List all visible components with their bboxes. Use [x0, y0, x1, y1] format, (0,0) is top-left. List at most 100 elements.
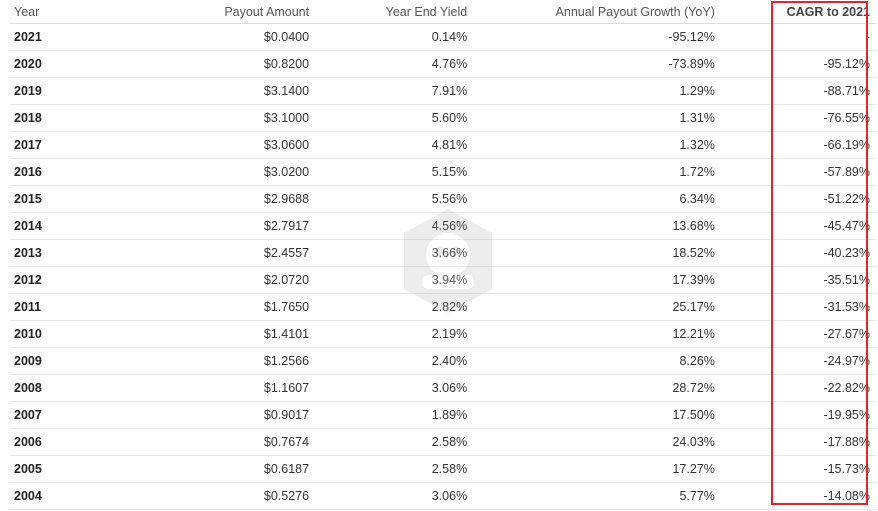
annual-payout-growth-cell: 8.26%	[473, 347, 721, 375]
table-row: 2004 $0.5276 3.06% 5.77% -14.08%	[10, 482, 876, 510]
table-row: 2019 $3.1400 7.91% 1.29% -88.71%	[10, 77, 876, 105]
annual-payout-growth-cell: 6.34%	[473, 185, 721, 213]
table-row: 2012 $2.0720 3.94% 17.39% -35.51%	[10, 266, 876, 294]
payout-amount-cell: $2.9688	[110, 185, 316, 213]
table-row: 2009 $1.2566 2.40% 8.26% -24.97%	[10, 347, 876, 375]
header-payout-amount[interactable]: Payout Amount	[110, 0, 316, 24]
year-end-yield-cell: 3.66%	[315, 239, 474, 267]
annual-payout-growth-cell: 28.72%	[473, 374, 721, 402]
cagr-cell: -17.88%	[720, 428, 876, 456]
table-row: 2017 $3.0600 4.81% 1.32% -66.19%	[10, 131, 876, 159]
year-end-yield-cell: 3.94%	[315, 266, 474, 294]
annual-payout-growth-cell: 1.32%	[473, 131, 721, 159]
payout-amount-cell: $3.0200	[110, 158, 316, 186]
payout-amount-cell: $0.5276	[110, 482, 316, 510]
payout-amount-cell: $2.7917	[110, 212, 316, 240]
year-end-yield-cell: 7.91%	[315, 77, 474, 105]
year-cell: 2008	[10, 374, 111, 402]
payout-amount-cell: $2.4557	[110, 239, 316, 267]
table-row: 2010 $1.4101 2.19% 12.21% -27.67%	[10, 320, 876, 348]
header-year-end-yield[interactable]: Year End Yield	[315, 0, 474, 24]
cagr-cell: -57.89%	[720, 158, 876, 186]
payout-amount-cell: $0.9017	[110, 401, 316, 429]
table-row: 2005 $0.6187 2.58% 17.27% -15.73%	[10, 455, 876, 483]
table-row: 2011 $1.7650 2.82% 25.17% -31.53%	[10, 293, 876, 321]
header-cagr[interactable]: CAGR to 2021	[720, 0, 876, 24]
year-end-yield-cell: 3.06%	[315, 482, 474, 510]
year-end-yield-cell: 5.60%	[315, 104, 474, 132]
year-cell: 2015	[10, 185, 111, 213]
cagr-cell: -88.71%	[720, 77, 876, 105]
year-end-yield-cell: 4.56%	[315, 212, 474, 240]
year-end-yield-cell: 2.40%	[315, 347, 474, 375]
year-end-yield-cell: 5.56%	[315, 185, 474, 213]
payout-amount-cell: $1.7650	[110, 293, 316, 321]
annual-payout-growth-cell: 1.29%	[473, 77, 721, 105]
payout-amount-cell: $1.1607	[110, 374, 316, 402]
year-cell: 2019	[10, 77, 111, 105]
table-row: 2007 $0.9017 1.89% 17.50% -19.95%	[10, 401, 876, 429]
year-cell: 2020	[10, 50, 111, 78]
header-year[interactable]: Year	[10, 0, 111, 24]
annual-payout-growth-cell: 17.39%	[473, 266, 721, 294]
table-header-row: Year Payout Amount Year End Yield Annual…	[10, 0, 876, 24]
year-cell: 2009	[10, 347, 111, 375]
year-cell: 2007	[10, 401, 111, 429]
payout-amount-cell: $2.0720	[110, 266, 316, 294]
year-cell: 2005	[10, 455, 111, 483]
cagr-cell: -95.12%	[720, 50, 876, 78]
dividend-history-table: Year Payout Amount Year End Yield Annual…	[10, 0, 876, 510]
table-body: 2021 $0.0400 0.14% -95.12% -2020 $0.8200 4.76%…	[10, 23, 876, 510]
year-cell: 2013	[10, 239, 111, 267]
annual-payout-growth-cell: 13.68%	[473, 212, 721, 240]
payout-amount-cell: $0.0400	[110, 23, 316, 51]
payout-amount-cell: $3.1400	[110, 77, 316, 105]
year-cell: 2016	[10, 158, 111, 186]
cagr-cell: -35.51%	[720, 266, 876, 294]
cagr-cell: -76.55%	[720, 104, 876, 132]
annual-payout-growth-cell: 1.31%	[473, 104, 721, 132]
year-cell: 2021	[10, 23, 111, 51]
year-cell: 2010	[10, 320, 111, 348]
year-cell: 2014	[10, 212, 111, 240]
year-cell: 2011	[10, 293, 111, 321]
table-row: 2014 $2.7917 4.56% 13.68% -45.47%	[10, 212, 876, 240]
cagr-cell: -51.22%	[720, 185, 876, 213]
annual-payout-growth-cell: 24.03%	[473, 428, 721, 456]
year-end-yield-cell: 0.14%	[315, 23, 474, 51]
cagr-cell: -40.23%	[720, 239, 876, 267]
year-cell: 2017	[10, 131, 111, 159]
year-end-yield-cell: 4.81%	[315, 131, 474, 159]
annual-payout-growth-cell: 1.72%	[473, 158, 721, 186]
payout-amount-cell: $0.8200	[110, 50, 316, 78]
year-end-yield-cell: 2.58%	[315, 455, 474, 483]
year-cell: 2018	[10, 104, 111, 132]
year-end-yield-cell: 2.19%	[315, 320, 474, 348]
year-end-yield-cell: 3.06%	[315, 374, 474, 402]
year-end-yield-cell: 2.82%	[315, 293, 474, 321]
cagr-cell: -31.53%	[720, 293, 876, 321]
table-row: 2021 $0.0400 0.14% -95.12% -	[10, 23, 876, 51]
table-row: 2006 $0.7674 2.58% 24.03% -17.88%	[10, 428, 876, 456]
cagr-cell: -15.73%	[720, 455, 876, 483]
table-row: 2008 $1.1607 3.06% 28.72% -22.82%	[10, 374, 876, 402]
table-row: 2018 $3.1000 5.60% 1.31% -76.55%	[10, 104, 876, 132]
annual-payout-growth-cell: -95.12%	[473, 23, 721, 51]
year-cell: 2012	[10, 266, 111, 294]
year-cell: 2004	[10, 482, 111, 510]
table-row: 2015 $2.9688 5.56% 6.34% -51.22%	[10, 185, 876, 213]
payout-amount-cell: $1.4101	[110, 320, 316, 348]
cagr-cell: -19.95%	[720, 401, 876, 429]
annual-payout-growth-cell: -73.89%	[473, 50, 721, 78]
cagr-cell: -14.08%	[720, 482, 876, 510]
table-row: 2016 $3.0200 5.15% 1.72% -57.89%	[10, 158, 876, 186]
annual-payout-growth-cell: 18.52%	[473, 239, 721, 267]
cagr-cell: -22.82%	[720, 374, 876, 402]
year-end-yield-cell: 4.76%	[315, 50, 474, 78]
year-end-yield-cell: 2.58%	[315, 428, 474, 456]
table-row: 2020 $0.8200 4.76% -73.89% -95.12%	[10, 50, 876, 78]
cagr-cell: -24.97%	[720, 347, 876, 375]
header-annual-payout-growth[interactable]: Annual Payout Growth (YoY)	[473, 0, 721, 24]
annual-payout-growth-cell: 5.77%	[473, 482, 721, 510]
